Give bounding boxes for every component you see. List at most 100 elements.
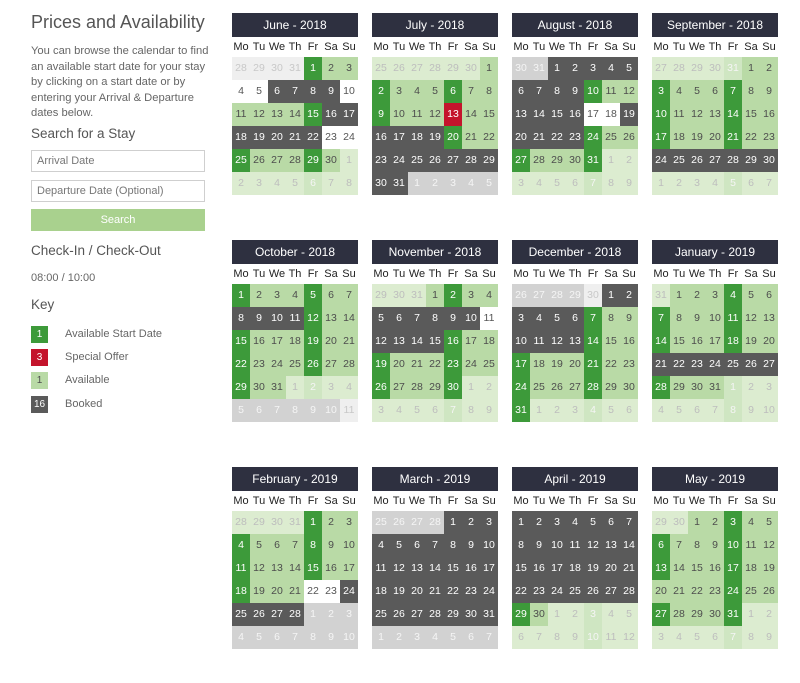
day-cell[interactable]: 9 [372, 103, 390, 126]
day-cell: 29 [372, 284, 390, 307]
day-cell[interactable]: 24 [512, 376, 530, 399]
day-cell[interactable]: 2 [372, 80, 390, 103]
day-cell: 29 [602, 376, 620, 399]
day-cell[interactable]: 3 [724, 511, 742, 534]
day-cell[interactable]: 15 [304, 103, 322, 126]
day-cell: 7 [670, 534, 688, 557]
day-cell[interactable]: 16 [444, 330, 462, 353]
day-cell[interactable]: 18 [232, 580, 250, 603]
day-cell[interactable]: 2 [444, 284, 462, 307]
week-row: 10 11 12 13 14 15 16 [652, 103, 778, 126]
day-cell[interactable]: 14 [652, 330, 670, 353]
day-cell[interactable]: 31 [724, 603, 742, 626]
day-cell[interactable]: 19 [372, 353, 390, 376]
day-cell[interactable]: 14 [724, 103, 742, 126]
week-row: 25 26 27 28 29 30 1 [232, 149, 358, 172]
day-cell: 1 [652, 172, 670, 195]
day-cell[interactable]: 28 [584, 376, 602, 399]
day-cell: 29 [548, 149, 566, 172]
day-cell[interactable]: 8 [304, 534, 322, 557]
day-cell[interactable]: 5 [304, 284, 322, 307]
day-cell: 6 [688, 399, 706, 422]
day-cell[interactable]: 29 [304, 149, 322, 172]
search-button[interactable]: Search [31, 209, 205, 231]
day-cell[interactable]: 7 [652, 307, 670, 330]
day-cell[interactable]: 15 [304, 557, 322, 580]
week-row: 22 23 24 25 26 27 28 [232, 353, 358, 376]
day-cell[interactable]: 4 [232, 534, 250, 557]
weekday-header: Mo Tu We Th Fr Sa Su [652, 37, 778, 57]
day-cell[interactable]: 15 [232, 330, 250, 353]
day-cell: 29 [444, 57, 462, 80]
day-cell: 25 [530, 376, 548, 399]
day-cell[interactable]: 6 [652, 534, 670, 557]
day-cell[interactable]: 11 [724, 307, 742, 330]
day-cell[interactable]: 1 [304, 57, 322, 80]
day-cell[interactable]: 28 [652, 376, 670, 399]
day-cell[interactable]: 12 [304, 307, 322, 330]
day-cell[interactable]: 14 [584, 330, 602, 353]
day-cell: 28 [340, 353, 358, 376]
day-cell[interactable]: 1 [232, 284, 250, 307]
month-title: October - 2018 [232, 240, 358, 264]
day-cell[interactable]: 11 [232, 557, 250, 580]
day-cell[interactable]: 17 [512, 353, 530, 376]
day-cell[interactable]: 3 [652, 80, 670, 103]
week-row: 26 27 28 29 30 1 2 [372, 376, 498, 399]
day-cell[interactable]: 6 [444, 80, 462, 103]
day-cell[interactable]: 10 [584, 80, 602, 103]
day-cell[interactable]: 18 [724, 330, 742, 353]
day-cell[interactable]: 29 [512, 603, 530, 626]
day-cell[interactable]: 20 [444, 126, 462, 149]
day-cell: 2 [232, 172, 250, 195]
day-cell[interactable]: 27 [512, 149, 530, 172]
day-cell[interactable]: 21 [584, 353, 602, 376]
day-cell[interactable]: 10 [652, 103, 670, 126]
day-cell[interactable]: 7 [584, 307, 602, 330]
day-cell: 25 [372, 57, 390, 80]
day-cell[interactable]: 21 [724, 126, 742, 149]
weekday-label: Mo [513, 268, 529, 280]
day-cell[interactable]: 29 [232, 376, 250, 399]
day-cell[interactable]: 24 [724, 580, 742, 603]
day-cell[interactable]: 1 [304, 511, 322, 534]
day-cell[interactable]: 26 [372, 376, 390, 399]
day-cell[interactable]: 22 [232, 353, 250, 376]
day-cell: 26 [584, 580, 602, 603]
day-cell: 26 [688, 149, 706, 172]
day-cell[interactable]: 31 [512, 399, 530, 422]
day-cell[interactable]: 26 [304, 353, 322, 376]
day-cell: 9 [462, 534, 480, 557]
day-cell: 27 [408, 511, 426, 534]
day-cell[interactable]: 27 [652, 603, 670, 626]
day-cell[interactable]: 10 [724, 534, 742, 557]
day-cell: 1 [444, 511, 462, 534]
day-cell: 10 [390, 103, 408, 126]
day-cell[interactable]: 19 [304, 330, 322, 353]
day-cell[interactable]: 13 [444, 103, 462, 126]
departure-date-input[interactable] [31, 180, 205, 202]
day-cell[interactable]: 17 [724, 557, 742, 580]
day-cell: 6 [620, 399, 638, 422]
day-cell[interactable]: 23 [444, 353, 462, 376]
day-cell[interactable]: 7 [724, 80, 742, 103]
day-cell[interactable]: 31 [584, 149, 602, 172]
day-cell[interactable]: 24 [584, 126, 602, 149]
day-cell: 4 [426, 626, 444, 649]
day-cell[interactable]: 13 [652, 557, 670, 580]
day-cell: 28 [426, 603, 444, 626]
day-cell[interactable]: 4 [724, 284, 742, 307]
day-cell[interactable]: 25 [232, 149, 250, 172]
day-cell: 23 [322, 126, 340, 149]
week-row: 11 12 13 14 15 16 17 [232, 557, 358, 580]
month-calendar: April - 2019 Mo Tu We Th Fr Sa Su 1 2 3 4 5 6 7 8 9 10 11 1… [512, 467, 638, 649]
weekday-header: Mo Tu We Th Fr Sa Su [512, 264, 638, 284]
day-cell: 1 [408, 172, 426, 195]
day-cell: 7 [620, 511, 638, 534]
day-cell: 29 [426, 376, 444, 399]
day-cell[interactable]: 30 [444, 376, 462, 399]
arrival-date-input[interactable] [31, 150, 205, 172]
weekday-label: Sa [464, 268, 478, 280]
day-cell[interactable]: 17 [652, 126, 670, 149]
